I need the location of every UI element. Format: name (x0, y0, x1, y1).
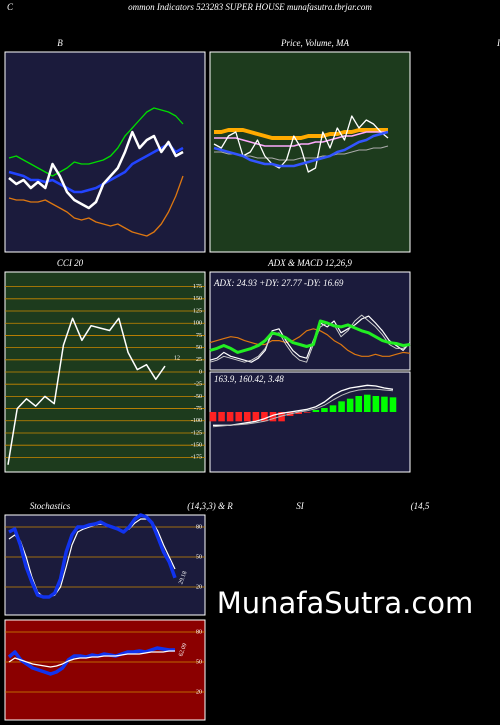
series-line (213, 384, 394, 426)
histogram-bar (364, 394, 371, 412)
y-tick-label: 50 (196, 659, 202, 665)
y-tick-label: 175 (193, 284, 202, 290)
y-tick-label: 50 (196, 345, 202, 351)
histogram-bar (252, 412, 260, 422)
histogram-bar (372, 396, 380, 412)
histogram-bar (338, 401, 345, 412)
series-line (214, 128, 388, 140)
series-line (214, 131, 388, 147)
histogram-bar (346, 398, 354, 412)
panel-title: ADX & MACD 12,26,9 (267, 258, 352, 268)
y-tick-label: -100 (191, 418, 202, 424)
value-label: 12 (174, 356, 180, 362)
y-tick-label: 75 (196, 333, 202, 339)
y-tick-label: 150 (193, 296, 202, 302)
histogram-bar (278, 412, 285, 422)
histogram-bar (244, 412, 251, 422)
panel-title-part: (14,5 (411, 501, 430, 511)
histogram-bar (312, 410, 320, 412)
histogram-bar (321, 408, 328, 412)
panel-readout: ADX: 24.93 +DY: 27.77 -DY: 16.69 (213, 278, 344, 288)
panel (4, 51, 206, 253)
header-title: ommon Indicators 523283 SUPER HOUSE muna… (128, 2, 372, 12)
y-tick-label: -175 (191, 455, 202, 461)
histogram-bar (329, 405, 337, 412)
series-line (209, 314, 411, 363)
y-tick-label: 20 (196, 584, 202, 590)
y-tick-label: 25 (196, 357, 202, 363)
series-line (8, 130, 184, 210)
series-line (213, 130, 389, 168)
panel-title-part: (14,3,3) & R (187, 501, 233, 511)
y-tick-label: 100 (193, 321, 202, 327)
panel-title-part: SI (296, 501, 305, 511)
value-label: 29.18 (178, 571, 188, 586)
histogram-bar (389, 397, 397, 412)
series-line (8, 142, 184, 194)
panel-title: B (57, 38, 63, 48)
histogram-bar (295, 412, 302, 414)
y-tick-label: 20 (196, 689, 202, 695)
histogram-bar (381, 396, 388, 412)
histogram-bar (235, 412, 242, 422)
series-line (8, 175, 184, 237)
histogram-bar (304, 412, 311, 413)
y-tick-label: -25 (194, 382, 202, 388)
series-line (7, 317, 166, 465)
value-label: 62.09 (178, 643, 188, 658)
panel (209, 51, 411, 253)
series-line (209, 319, 411, 354)
y-tick-label: 80 (196, 524, 202, 530)
y-tick-label: 0 (199, 369, 202, 375)
series-line (8, 650, 175, 668)
y-tick-label: -50 (194, 394, 202, 400)
panel (4, 514, 206, 616)
histogram-bar (226, 412, 234, 422)
y-tick-label: 80 (196, 629, 202, 635)
y-tick-label: -75 (194, 406, 202, 412)
panel-title: Price, Volume, MA (280, 38, 349, 48)
watermark: MunafaSutra.com (217, 586, 474, 620)
y-tick-label: -150 (191, 443, 202, 449)
histogram-bar (355, 396, 362, 412)
series-line (8, 107, 184, 177)
series-line (209, 315, 411, 363)
y-tick-label: -125 (191, 430, 202, 436)
series-line (212, 388, 394, 428)
histogram-bar (209, 412, 217, 422)
header-left: C (7, 2, 14, 12)
histogram-bar (218, 412, 225, 422)
header-right: I (496, 38, 500, 48)
panel-title: CCI 20 (57, 258, 84, 268)
y-tick-label: 50 (196, 554, 202, 560)
series-line (8, 513, 177, 599)
series-line (7, 646, 176, 676)
panel (209, 371, 411, 473)
histogram-bar (269, 412, 277, 422)
series-line (209, 328, 411, 357)
panel-readout: 163.9, 160.42, 3.48 (214, 374, 284, 384)
y-tick-label: 125 (193, 308, 202, 314)
panel-title-part: Stochastics (30, 501, 71, 511)
histogram-bar (261, 412, 268, 422)
